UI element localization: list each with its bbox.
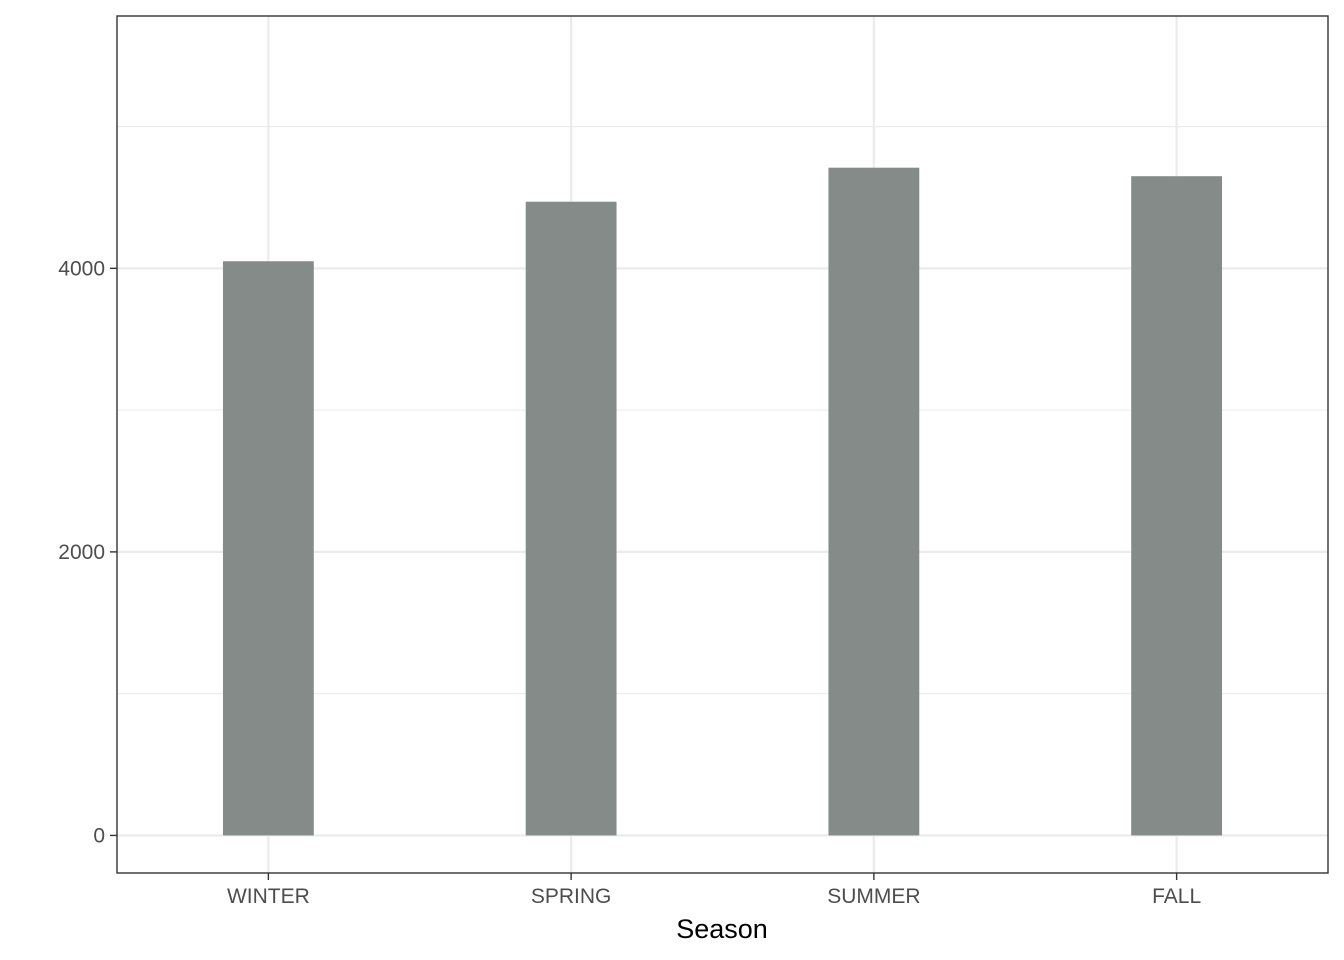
y-tick-label: 0	[93, 824, 105, 847]
x-tick-label: WINTER	[227, 885, 310, 908]
bar-summer	[828, 167, 920, 836]
y-tick-label: 2000	[58, 541, 105, 564]
bar-winter	[222, 261, 314, 836]
axis-layer: 0 2000 4000 WINTER SPRING SUMMER FALL	[58, 257, 1201, 908]
y-tick-label: 4000	[58, 257, 105, 280]
bars-layer	[222, 167, 1223, 836]
x-tick-label: FALL	[1152, 885, 1201, 908]
panel-border	[116, 15, 1329, 874]
x-tick-label: SPRING	[531, 885, 612, 908]
bar-spring	[525, 201, 617, 836]
x-tick-label: SUMMER	[827, 885, 920, 908]
x-axis-title: Season	[676, 914, 768, 944]
bar-fall	[1131, 176, 1223, 836]
